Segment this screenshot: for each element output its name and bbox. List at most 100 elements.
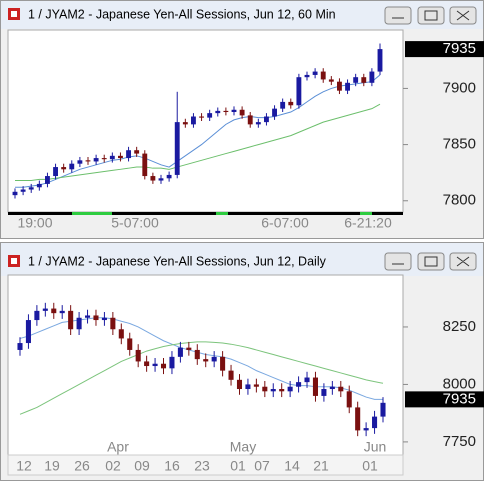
last-price-label: 7935 xyxy=(443,390,476,407)
candle-body xyxy=(36,183,42,188)
candle-body xyxy=(59,310,65,314)
month-label: Jun xyxy=(364,439,387,455)
candle-body xyxy=(236,379,243,390)
candle-body xyxy=(312,377,318,396)
last-price-box xyxy=(405,41,484,58)
x-tick-label: 5-07:00 xyxy=(111,215,159,231)
candle-body xyxy=(51,308,57,314)
candle-body xyxy=(279,389,285,392)
candle-body xyxy=(296,382,302,387)
y-tick-label: 7750 xyxy=(443,433,476,450)
candle-body xyxy=(199,116,204,118)
candle-body xyxy=(127,338,133,350)
candle-body xyxy=(17,343,23,350)
candle-body xyxy=(245,384,251,390)
x-tick-label: 19 xyxy=(44,458,60,474)
candle-body xyxy=(369,71,375,83)
candle-body xyxy=(329,386,335,390)
x-tick-label: 26 xyxy=(74,458,90,474)
candle-body xyxy=(194,349,200,360)
month-label: Apr xyxy=(107,439,129,455)
candle-body xyxy=(182,122,188,125)
candle-body xyxy=(312,71,318,75)
candle-body xyxy=(101,158,107,160)
candle-body xyxy=(45,176,50,184)
moving-average xyxy=(15,103,381,182)
candle-body xyxy=(101,317,107,321)
y-tick-label: 7800 xyxy=(443,192,476,209)
candle-body xyxy=(372,416,378,429)
candle-body xyxy=(85,315,91,318)
x-tick-label: 6-07:00 xyxy=(261,215,309,231)
candle-body xyxy=(76,317,82,330)
candle-body xyxy=(207,113,213,118)
candle-body xyxy=(20,189,26,192)
candle-body xyxy=(42,308,48,311)
y-tick-label: 8250 xyxy=(443,318,476,335)
candle-body xyxy=(239,109,245,116)
candle-body xyxy=(338,386,344,392)
candle-body xyxy=(353,77,359,83)
candle-body xyxy=(320,71,326,80)
candle-body xyxy=(253,384,259,387)
candle-body xyxy=(110,317,116,330)
candle-body xyxy=(77,160,83,164)
x-tick-label: 23 xyxy=(194,458,210,474)
y-tick-label: 7900 xyxy=(443,79,476,96)
moving-average xyxy=(19,341,384,415)
y-tick-label: 7850 xyxy=(443,136,476,153)
candle-body xyxy=(296,77,302,106)
candle-body xyxy=(328,79,334,82)
candle-body xyxy=(203,359,209,362)
x-tick-label: 19:00 xyxy=(17,215,52,231)
x-tick-label: 12 xyxy=(16,458,32,474)
candle-body xyxy=(220,356,226,371)
candle-body xyxy=(355,407,361,431)
candle-body xyxy=(228,370,234,380)
candle-body xyxy=(223,110,229,113)
candle-body xyxy=(85,160,91,162)
candle-body xyxy=(109,155,115,160)
x-tick-label: 09 xyxy=(134,458,150,474)
candle-body xyxy=(363,428,369,431)
candle-body xyxy=(118,155,123,159)
candle-body xyxy=(211,356,217,362)
candle-body xyxy=(53,167,58,177)
candle-body xyxy=(160,363,167,369)
candle-body xyxy=(25,320,31,344)
candle-body xyxy=(118,329,124,339)
x-tick-label: 14 xyxy=(284,458,300,474)
candle-body xyxy=(166,174,172,179)
candle-body xyxy=(34,310,40,321)
candle-body xyxy=(287,386,293,392)
candle-body xyxy=(158,178,164,181)
candle-body xyxy=(321,389,327,396)
window-buttons[interactable] xyxy=(384,6,477,271)
candle-body xyxy=(186,347,192,350)
last-price-box xyxy=(405,391,484,408)
last-price-label: 7935 xyxy=(443,40,476,57)
candle-body xyxy=(134,150,140,154)
x-tick-label: 01 xyxy=(230,458,246,474)
month-label: May xyxy=(230,439,256,455)
candle-body xyxy=(361,77,367,83)
candle-body xyxy=(69,163,75,170)
candle-body xyxy=(280,101,286,109)
candle-body xyxy=(288,101,294,106)
candle-body xyxy=(215,110,221,114)
candle-body xyxy=(337,81,342,91)
window-icon xyxy=(8,8,20,20)
candle-body xyxy=(255,122,261,125)
window-title: 1 / JYAM2 - Japanese Yen-All Sessions, J… xyxy=(28,254,327,268)
candle-body xyxy=(144,361,150,367)
candle-body xyxy=(231,109,237,113)
candle-body xyxy=(191,116,196,125)
x-tick-label: 21 xyxy=(313,458,329,474)
candle-body xyxy=(270,389,276,392)
y-tick-label: 8000 xyxy=(443,375,476,392)
candle-body xyxy=(377,49,383,72)
candle-body xyxy=(169,356,175,369)
candle-body xyxy=(135,349,141,362)
